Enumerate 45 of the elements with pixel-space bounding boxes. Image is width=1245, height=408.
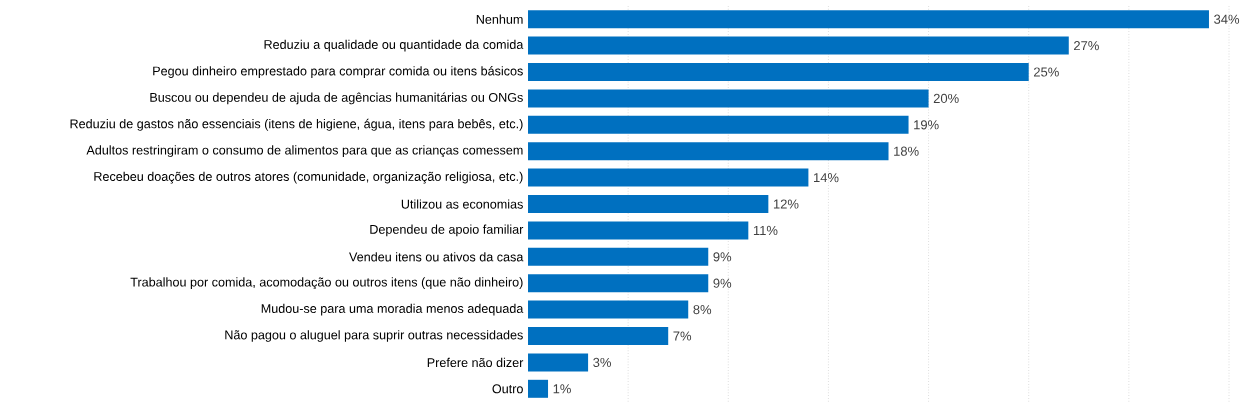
y-tick-label: Recebeu doações de outros atores (comunidade, organização religiosa, etc.): [94, 171, 523, 184]
data-label: 7%: [673, 331, 692, 341]
y-tick-label: Trabalhou por comida, acomodação ou outros itens (que não dinheiro): [130, 277, 523, 290]
bar: [528, 274, 709, 293]
data-label: 19%: [914, 120, 939, 130]
data-label: 8%: [693, 305, 712, 315]
bar: [528, 63, 1029, 81]
y-tick-label: Reduziu de gastos não essenciais (itens de higiene, água, itens para bebês, etc.): [70, 118, 523, 131]
bar: [528, 36, 1069, 55]
bar: [528, 168, 809, 187]
data-label: 14%: [814, 173, 839, 183]
data-label: 18%: [894, 146, 919, 156]
bar: [528, 115, 909, 134]
y-tick-label: Pegou dinheiro emprestado para comprar comida ou itens básicos: [153, 66, 523, 78]
data-label: 11%: [753, 225, 778, 235]
bar: [528, 379, 549, 398]
data-label: 9%: [713, 252, 732, 262]
bar: [528, 89, 929, 108]
y-tick-label: Utilizou as economias: [401, 199, 523, 209]
bar: [528, 353, 589, 372]
y-tick-label: Prefere não dizer: [427, 357, 524, 368]
bar: [528, 10, 1209, 29]
bar: [528, 247, 709, 266]
y-tick-label: Vendeu itens ou ativos da casa: [349, 252, 524, 262]
data-label: 25%: [1033, 67, 1059, 77]
y-tick-label: Buscou ou dependeu de ajuda de agências humanitárias ou ONGs: [150, 92, 523, 105]
data-label: 9%: [713, 278, 732, 288]
y-tick-label: Nenhum: [476, 14, 523, 24]
data-label: 3%: [593, 357, 611, 368]
y-tick-label: Mudou-se para uma moradia menos adequada: [261, 303, 524, 316]
y-tick-label: Outro: [492, 384, 523, 394]
bar: [528, 195, 769, 213]
bar: [528, 142, 889, 161]
data-label: 27%: [1074, 41, 1099, 51]
bar: [528, 300, 689, 319]
bar: [528, 221, 749, 240]
data-label: 1%: [553, 384, 571, 394]
data-label: 12%: [773, 199, 799, 209]
y-tick-label: Adultos restringiram o consumo de alimentos para que as crianças comessem: [86, 145, 523, 158]
data-label: 34%: [1214, 14, 1240, 24]
y-tick-label: Dependeu de apoio familiar: [370, 224, 524, 237]
y-tick-label: Não pagou o aluguel para suprir outras necessidades: [225, 330, 523, 342]
y-tick-label: Reduziu a qualidade ou quantidade da comida: [264, 39, 524, 52]
data-label: 20%: [933, 93, 959, 104]
bar: [528, 327, 669, 345]
